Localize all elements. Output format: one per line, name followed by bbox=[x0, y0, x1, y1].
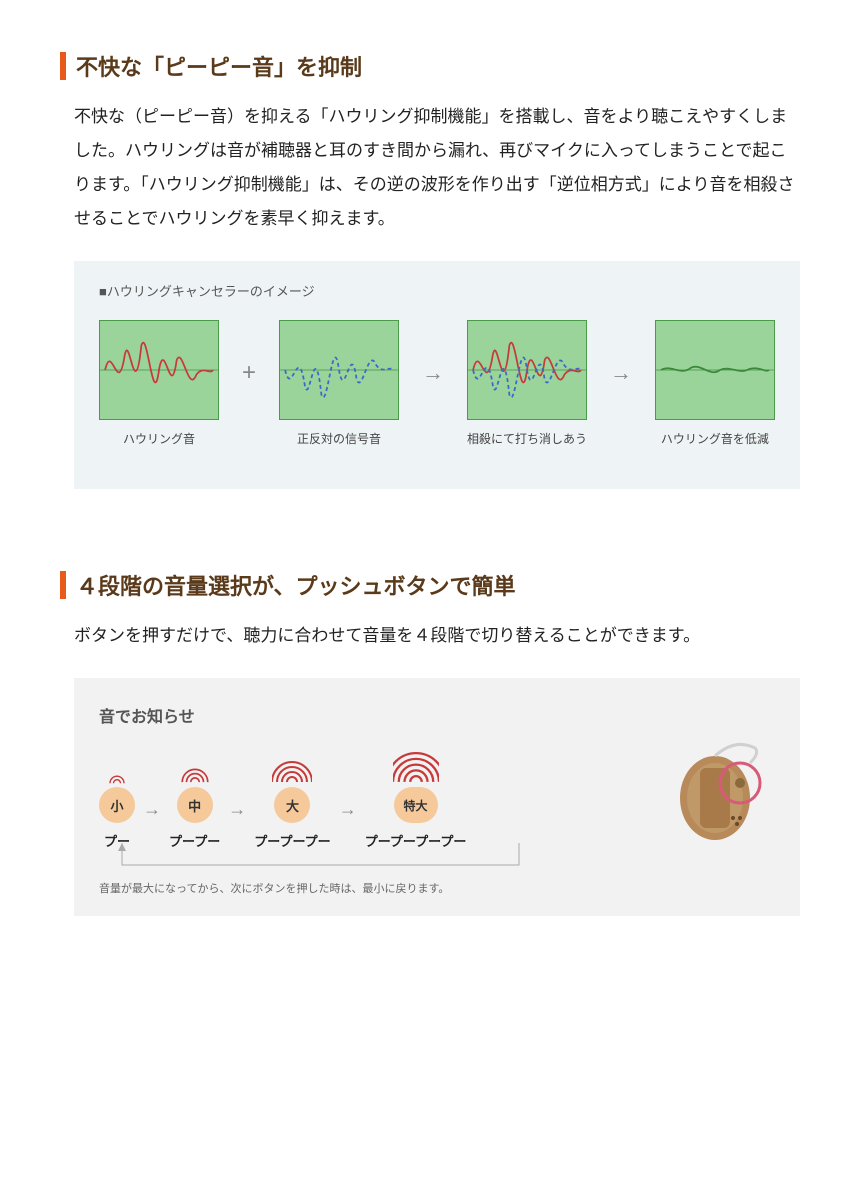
wave-box bbox=[99, 320, 219, 420]
wave-label: ハウリング音 bbox=[123, 430, 195, 447]
wave-box bbox=[655, 320, 775, 420]
wave-box bbox=[467, 320, 587, 420]
volume-title: 音でお知らせ bbox=[99, 703, 775, 727]
signal-icon bbox=[178, 760, 212, 784]
volume-diagram: 音でお知らせ 小プー → 中プープー → 大プープープー → 特大プープープープー 音量が最… bbox=[74, 678, 800, 916]
volume-badge: 大 bbox=[274, 787, 310, 823]
volume-level: 中プープー bbox=[169, 760, 220, 850]
signal-icon bbox=[272, 756, 312, 784]
wave-label: ハウリング音を低減 bbox=[661, 430, 769, 447]
section-howling: 不快な「ピーピー音」を抑制 不快な（ピーピー音）を抑える「ハウリング抑制機能」を… bbox=[60, 50, 800, 489]
wave-panel: 正反対の信号音 bbox=[279, 320, 399, 447]
heading-2: ４段階の音量選択が、プッシュボタンで簡単 bbox=[60, 569, 800, 601]
arrow-right-icon: → bbox=[339, 799, 357, 820]
body-1: 不快な（ピーピー音）を抑える「ハウリング抑制機能」を搭載し、音をより聴こえやすく… bbox=[74, 100, 800, 236]
arrow-right-icon: → bbox=[143, 799, 161, 820]
volume-badge: 小 bbox=[99, 787, 135, 823]
heading-1: 不快な「ピーピー音」を抑制 bbox=[60, 50, 800, 82]
howling-diagram: ■ハウリングキャンセラーのイメージ ハウリング音 + 正反対の信号音 → 相殺にて打ち消… bbox=[74, 261, 800, 489]
wave-panel: ハウリング音を低減 bbox=[655, 320, 775, 447]
volume-badge: 特大 bbox=[394, 787, 438, 823]
section-volume: ４段階の音量選択が、プッシュボタンで簡単 ボタンを押すだけで、聴力に合わせて音量… bbox=[60, 569, 800, 916]
volume-level: 大プープープー bbox=[254, 756, 330, 850]
signal-icon bbox=[393, 752, 439, 784]
volume-level: 小プー bbox=[99, 765, 135, 851]
wave-label: 正反対の信号音 bbox=[297, 430, 381, 447]
heading-bar-icon bbox=[60, 52, 66, 80]
heading-bar-icon bbox=[60, 571, 66, 599]
arrow-right-icon: → bbox=[228, 799, 246, 820]
heading-1-text: 不快な「ピーピー音」を抑制 bbox=[76, 50, 362, 82]
wave-box bbox=[279, 320, 399, 420]
arrow-right-icon: → bbox=[606, 360, 636, 386]
heading-2-text: ４段階の音量選択が、プッシュボタンで簡単 bbox=[76, 569, 516, 601]
wave-panel: ハウリング音 bbox=[99, 320, 219, 447]
wave-panel: 相殺にて打ち消しあう bbox=[467, 320, 587, 447]
arrow-right-icon: → bbox=[418, 360, 448, 386]
plus-icon: + bbox=[238, 359, 260, 387]
loop-note: 音量が最大になってから、次にボタンを押した時は、最小に戻ります。 bbox=[99, 880, 775, 896]
signal-icon bbox=[103, 765, 131, 785]
wave-row: ハウリング音 + 正反対の信号音 → 相殺にて打ち消しあう → ハウリング音を低減 bbox=[99, 320, 775, 447]
hearing-aid-icon bbox=[665, 728, 775, 848]
loop-arrow-icon bbox=[114, 843, 534, 878]
body-2: ボタンを押すだけで、聴力に合わせて音量を４段階で切り替えることができます。 bbox=[74, 619, 800, 653]
volume-level: 特大プープープープー bbox=[365, 752, 467, 850]
volume-badge: 中 bbox=[177, 787, 213, 823]
wave-label: 相殺にて打ち消しあう bbox=[467, 430, 587, 447]
diagram-title: ■ハウリングキャンセラーのイメージ bbox=[99, 281, 775, 300]
